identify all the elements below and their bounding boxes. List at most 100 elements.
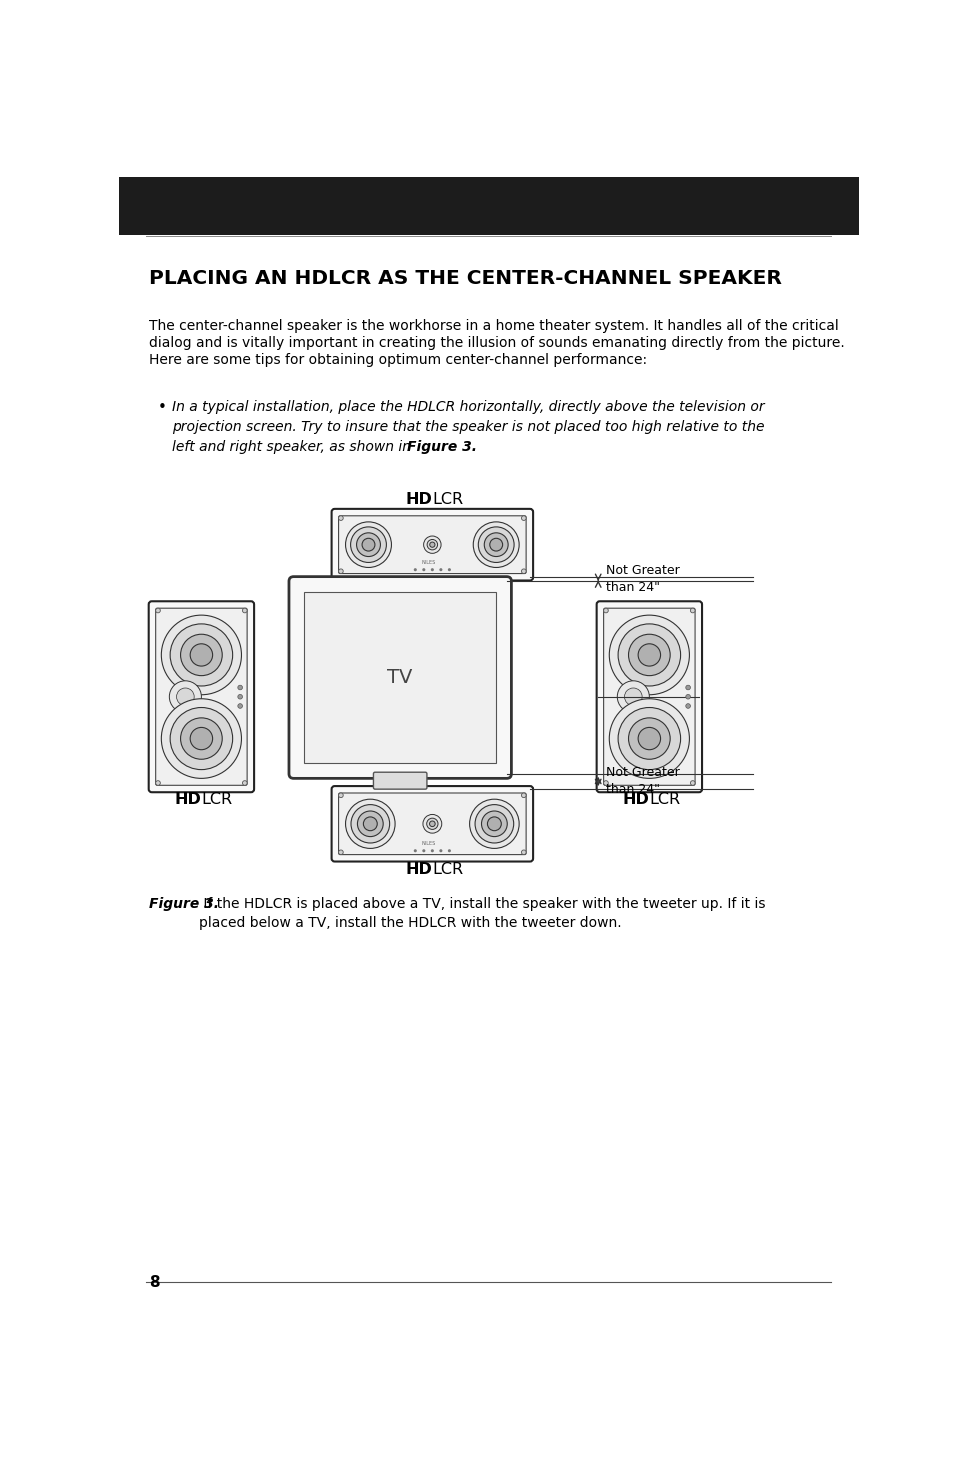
Circle shape [170,624,233,686]
Text: Here are some tips for obtaining optimum center-channel performance:: Here are some tips for obtaining optimum… [149,354,646,367]
Circle shape [638,727,659,749]
Text: 8: 8 [149,1274,159,1289]
FancyBboxPatch shape [373,773,427,789]
Circle shape [351,527,386,562]
Text: Figure 3.: Figure 3. [406,441,476,454]
Circle shape [603,608,608,612]
Circle shape [628,718,670,760]
Text: •: • [158,400,167,416]
FancyBboxPatch shape [603,608,695,785]
Circle shape [609,699,689,779]
Circle shape [190,727,213,749]
Circle shape [338,794,343,798]
Circle shape [362,538,375,552]
FancyBboxPatch shape [332,509,533,581]
Circle shape [481,811,507,836]
FancyBboxPatch shape [332,786,533,861]
Circle shape [685,686,690,690]
Text: PLACING AN HDLCR AS THE CENTER-CHANNEL SPEAKER: PLACING AN HDLCR AS THE CENTER-CHANNEL S… [149,270,781,289]
Circle shape [363,817,376,830]
Circle shape [345,799,395,848]
Circle shape [638,643,659,667]
Circle shape [180,634,222,676]
Text: Figure 3.: Figure 3. [149,897,218,912]
Circle shape [609,615,689,695]
FancyBboxPatch shape [155,608,247,785]
Text: In a typical installation, place the HDLCR horizontally, directly above the tele: In a typical installation, place the HDL… [172,400,763,414]
Text: NILES: NILES [421,559,436,565]
Circle shape [521,516,525,521]
Circle shape [431,568,434,571]
Circle shape [356,532,380,556]
Circle shape [447,850,451,853]
Circle shape [155,780,160,785]
FancyBboxPatch shape [338,516,525,574]
Circle shape [423,535,440,553]
Circle shape [422,850,425,853]
Circle shape [242,780,247,785]
Circle shape [618,708,679,770]
Circle shape [190,643,213,667]
Circle shape [521,794,525,798]
Text: LCR: LCR [432,861,463,876]
Circle shape [161,699,241,779]
Circle shape [242,608,247,612]
Circle shape [180,718,222,760]
Circle shape [690,780,695,785]
Circle shape [414,850,416,853]
Circle shape [521,569,525,574]
Bar [304,591,496,763]
Circle shape [477,527,514,562]
Text: LCR: LCR [201,792,233,807]
Circle shape [429,543,435,547]
Text: HD: HD [405,493,432,507]
Circle shape [414,568,416,571]
Text: HD: HD [621,792,649,807]
Circle shape [161,615,241,695]
Circle shape [628,634,670,676]
Circle shape [429,822,435,826]
Text: LCR: LCR [649,792,679,807]
Circle shape [176,687,194,705]
Text: NILES: NILES [421,841,436,845]
FancyBboxPatch shape [596,602,701,792]
Circle shape [422,568,425,571]
Text: Not Greater
than 24": Not Greater than 24" [605,767,679,796]
Circle shape [475,804,513,844]
Circle shape [357,811,383,836]
Circle shape [617,681,649,712]
Circle shape [624,687,641,705]
Text: HD: HD [174,792,201,807]
Text: projection screen. Try to insure that the speaker is not placed too high relativ: projection screen. Try to insure that th… [172,420,763,434]
Text: If the HDLCR is placed above a TV, install the speaker with the tweeter up. If i: If the HDLCR is placed above a TV, insta… [199,897,764,931]
Text: dialog and is vitally important in creating the illusion of sounds emanating dir: dialog and is vitally important in creat… [149,336,843,351]
Circle shape [618,624,679,686]
Circle shape [422,814,441,833]
Circle shape [685,704,690,708]
Circle shape [351,804,389,844]
Text: HD: HD [405,861,432,876]
Circle shape [155,608,160,612]
Circle shape [439,568,442,571]
Circle shape [338,516,343,521]
Bar [119,177,858,235]
FancyBboxPatch shape [338,794,525,854]
Circle shape [237,695,242,699]
Circle shape [489,538,502,552]
Circle shape [338,850,343,854]
Circle shape [484,532,508,556]
Circle shape [447,568,451,571]
Circle shape [603,780,608,785]
Circle shape [469,799,518,848]
Text: LCR: LCR [432,493,463,507]
FancyBboxPatch shape [149,602,253,792]
Circle shape [170,681,201,712]
Circle shape [487,817,500,830]
Circle shape [426,819,437,829]
Circle shape [237,704,242,708]
FancyBboxPatch shape [289,577,511,779]
Circle shape [521,850,525,854]
Circle shape [473,522,518,568]
Text: Not Greater
than 24": Not Greater than 24" [605,565,679,594]
Text: left and right speaker, as shown in: left and right speaker, as shown in [172,441,415,454]
